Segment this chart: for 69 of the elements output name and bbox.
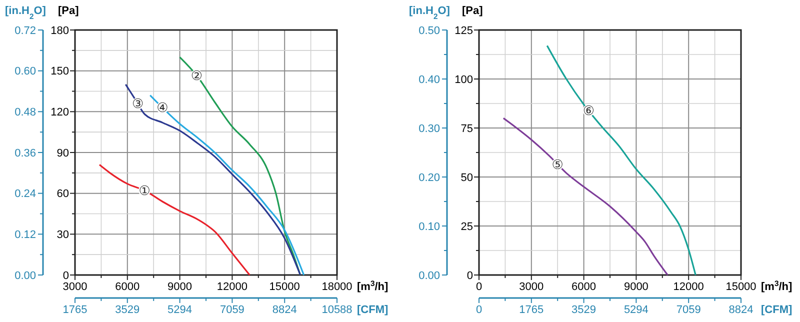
y2-axis-title: [in.H$_{2}$O] bbox=[409, 5, 450, 20]
line-series bbox=[149, 94, 305, 276]
y2-tick-label: 0.60 bbox=[14, 66, 36, 78]
x2-tick-label: 8824 bbox=[728, 304, 754, 316]
y-tick-label: 120 bbox=[50, 106, 69, 119]
y2-tick-label: 0.20 bbox=[418, 172, 440, 184]
x-tick-label: 18000 bbox=[322, 281, 352, 293]
series-label: ③ bbox=[132, 97, 144, 112]
x-axis-title: [m$^{3}$/h] bbox=[357, 278, 389, 293]
y-tick-label: 0 bbox=[466, 270, 473, 282]
y-tick-label: 50 bbox=[460, 172, 473, 184]
y2-tick-label: 0.00 bbox=[14, 270, 36, 282]
y-tick-label: 90 bbox=[56, 147, 69, 160]
line-series bbox=[546, 44, 696, 276]
line-series bbox=[502, 117, 668, 276]
x-tick-label: 0 bbox=[476, 281, 482, 293]
y2-tick-label: 0.12 bbox=[14, 229, 36, 242]
y-tick-label: 60 bbox=[56, 188, 69, 200]
line-series bbox=[124, 84, 302, 276]
y2-tick-label: 0.48 bbox=[14, 106, 36, 119]
series-label: ① bbox=[138, 184, 150, 200]
y2-tick-label: 0.72 bbox=[14, 24, 36, 37]
x2-tick-label: 7059 bbox=[676, 304, 701, 316]
y2-tick-label: 0.40 bbox=[418, 74, 440, 86]
y2-tick-label: 0.00 bbox=[418, 270, 440, 282]
series-label: ⑥ bbox=[582, 104, 595, 120]
y2-tick-label: 0.24 bbox=[14, 188, 36, 200]
x2-tick-label: 0 bbox=[476, 304, 482, 316]
line-series bbox=[98, 164, 250, 276]
y-tick-label: 125 bbox=[454, 24, 473, 37]
series-label: ② bbox=[190, 69, 202, 84]
x-tick-label: 6000 bbox=[572, 281, 596, 293]
y2-axis-title: [in.H$_{2}$O] bbox=[5, 5, 46, 20]
x2-tick-label: 10588 bbox=[322, 304, 352, 316]
x-tick-label: 12000 bbox=[216, 281, 248, 293]
x-axis-title: [m$^{3}$/h] bbox=[761, 278, 793, 293]
y-tick-label: 0 bbox=[62, 270, 69, 282]
y2-tick-label: 0.30 bbox=[418, 122, 440, 135]
y-tick-label: 75 bbox=[460, 122, 473, 135]
x2-tick-label: 1765 bbox=[62, 304, 88, 316]
x-tick-label: 9000 bbox=[624, 281, 648, 293]
x2-axis-title: [CFM] bbox=[357, 304, 388, 316]
x2-tick-label: 1765 bbox=[519, 304, 544, 316]
y-axis-title: [Pa] bbox=[462, 5, 484, 17]
y-tick-label: 100 bbox=[454, 74, 473, 86]
y2-tick-label: 0.36 bbox=[14, 147, 36, 160]
y-tick-label: 30 bbox=[56, 229, 69, 242]
legend-label: ④ bbox=[156, 101, 168, 116]
y-tick-label: 25 bbox=[460, 220, 473, 233]
y2-tick-label: 0.10 bbox=[418, 220, 440, 233]
x-tick-label: 9000 bbox=[168, 281, 192, 293]
x2-tick-label: 5294 bbox=[168, 304, 192, 316]
y-tick-label: 180 bbox=[50, 24, 69, 37]
x2-tick-label: 5294 bbox=[624, 304, 648, 316]
x2-tick-label: 7059 bbox=[220, 304, 244, 316]
x-tick-label: 3000 bbox=[62, 281, 88, 293]
x2-tick-label: 3529 bbox=[572, 304, 596, 316]
x2-tick-label: 3529 bbox=[115, 304, 140, 316]
x-tick-label: 15000 bbox=[726, 281, 756, 293]
x2-tick-label: 8824 bbox=[272, 304, 297, 316]
y2-tick-label: 0.50 bbox=[418, 24, 440, 37]
x-tick-label: 3000 bbox=[519, 281, 544, 293]
series-label: ⑤ bbox=[552, 158, 564, 173]
x-tick-label: 12000 bbox=[673, 281, 704, 293]
x-tick-label: 15000 bbox=[269, 281, 300, 293]
y-axis-title: [Pa] bbox=[58, 5, 80, 17]
x2-axis-title: [CFM] bbox=[761, 304, 792, 316]
y-tick-label: 150 bbox=[50, 66, 69, 78]
x-tick-label: 6000 bbox=[115, 281, 140, 293]
